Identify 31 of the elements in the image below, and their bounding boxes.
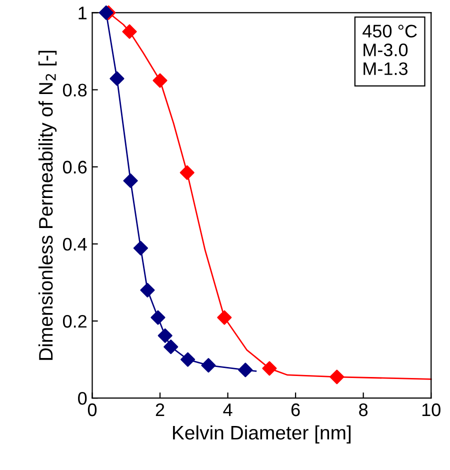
- y-tick-label: 0: [78, 392, 87, 405]
- x-tick-label: 0: [88, 403, 97, 416]
- point: [262, 361, 277, 376]
- point: [217, 310, 232, 325]
- annotation: 450 °C M-3.0 M-1.3: [362, 24, 417, 76]
- x-axis-title: Kelvin Diameter [nm]: [173, 425, 351, 444]
- y-tick-label: 0.2: [62, 314, 86, 328]
- y-axis-title: Dimensionless Permeability of N$_{2}$ [-]: [38, 50, 57, 360]
- y-tick-label: 0.6: [62, 160, 87, 174]
- point: [133, 240, 148, 256]
- y-tick-label: 0.8: [62, 84, 87, 96]
- point: [122, 24, 137, 39]
- point: [150, 310, 166, 325]
- x-tick-label: 6: [291, 403, 300, 416]
- x-tick-label: 8: [359, 403, 368, 416]
- point: [158, 328, 172, 343]
- point: [180, 352, 196, 367]
- point: [180, 165, 194, 180]
- point: [110, 71, 124, 86]
- point: [164, 340, 178, 354]
- y-tick-label: 0.4: [62, 238, 87, 251]
- x-tick-label: 10: [422, 403, 440, 416]
- point: [238, 362, 253, 378]
- point: [330, 370, 344, 384]
- x-tick-label: 4: [223, 404, 232, 416]
- point: [123, 173, 138, 188]
- point: [140, 282, 155, 298]
- y-tick-label: 1: [78, 6, 87, 20]
- x-tick-label: 2: [156, 403, 164, 416]
- point: [201, 358, 216, 373]
- point: [152, 73, 168, 88]
